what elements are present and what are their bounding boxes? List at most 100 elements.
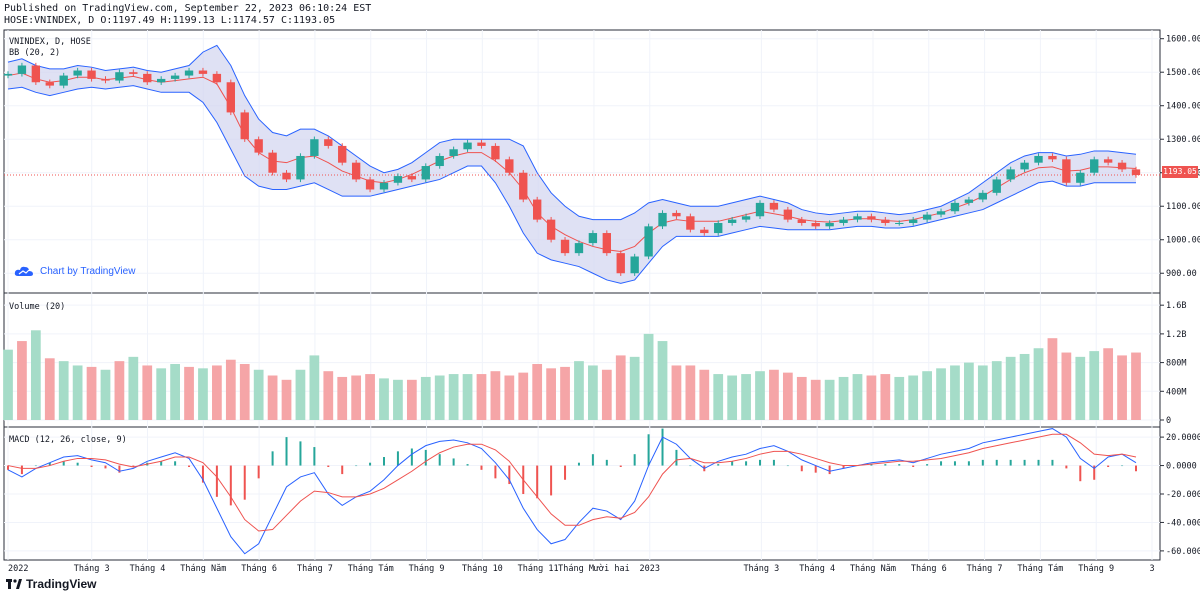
macd-histogram-bar (132, 465, 135, 467)
volume-bar (142, 365, 153, 420)
candle-body (811, 222, 820, 227)
macd-histogram-bar (940, 461, 943, 466)
volume-bar (30, 330, 41, 420)
candle-body (686, 216, 695, 230)
candle-body (226, 82, 235, 113)
volume-bar (198, 368, 208, 420)
macd-histogram-bar (1023, 459, 1026, 466)
macd-histogram-bar (1121, 465, 1124, 467)
macd-histogram-bar (884, 464, 887, 466)
candle-body (449, 149, 458, 156)
macd-histogram-bar (369, 462, 372, 466)
candle-body (324, 139, 333, 146)
price-tick-label: 1300.00 (1166, 135, 1200, 145)
candle-body (783, 209, 793, 220)
volume-bar (727, 375, 738, 420)
macd-line (7, 428, 1137, 555)
candle-body (3, 73, 13, 76)
macd-histogram-bar (1093, 465, 1096, 480)
volume-bar (309, 355, 320, 420)
macd-histogram-bar (480, 465, 483, 470)
x-tick-label: Tháng 3 (74, 564, 110, 574)
candle-body (895, 222, 904, 224)
volume-tick-label: 400M (1166, 387, 1186, 397)
volume-bar (866, 375, 877, 420)
signal-line (7, 433, 1137, 532)
x-tick-label: Tháng 4 (130, 564, 166, 574)
volume-bar (908, 375, 919, 420)
candle-body (853, 216, 862, 220)
candle-body (741, 216, 751, 220)
x-tick-label: Tháng 6 (241, 564, 277, 574)
watermark-text: Chart by TradingView (40, 265, 136, 277)
macd-histogram-bar (967, 461, 970, 466)
candle-body (588, 233, 598, 244)
volume-bar (365, 374, 375, 420)
chart-watermark[interactable]: Chart by TradingView (14, 264, 135, 278)
volume-bar (838, 376, 849, 420)
bb-lower-line (7, 85, 1136, 284)
volume-bar (100, 369, 111, 420)
volume-bar (671, 365, 682, 420)
candle-body (700, 229, 709, 234)
price-tick-label: 1500.00 (1166, 68, 1200, 78)
volume-bar (3, 349, 13, 420)
candle-body (59, 75, 68, 86)
macd-histogram-bar (424, 449, 427, 466)
volume-bar (1061, 352, 1072, 420)
x-tick-label: Tháng Tám (348, 564, 394, 574)
macd-histogram-bar (299, 441, 302, 466)
macd-histogram-bar (174, 461, 177, 466)
volume-tick-label: 1.2B (1166, 330, 1186, 340)
macd-histogram-bar (243, 465, 246, 500)
candle-body (922, 214, 932, 220)
candle-body (282, 172, 291, 180)
candlestick-series (3, 62, 1141, 276)
volume-bar (796, 376, 807, 420)
volume-bar (1103, 348, 1114, 420)
volume-bar (86, 366, 97, 420)
volume-bar (448, 374, 459, 420)
candle-body (157, 78, 166, 83)
candle-body (212, 73, 222, 83)
volume-bar (1019, 353, 1030, 420)
macd-histogram-bar (870, 464, 873, 466)
volume-bar (991, 361, 1002, 420)
x-tick-label: 2022 (8, 564, 28, 574)
volume-bar (713, 374, 724, 420)
candle-body (1034, 155, 1043, 163)
volume-bar (782, 372, 793, 420)
macd-histogram-bar (285, 437, 288, 466)
macd-histogram-bar (981, 459, 984, 466)
volume-bar (643, 333, 654, 420)
volume-bar (1075, 356, 1086, 420)
macd-histogram-bar (118, 465, 121, 473)
x-tick-label: Tháng 9 (409, 564, 445, 574)
candle-body (1103, 159, 1113, 163)
volume-tick-label: 0 (1166, 416, 1171, 426)
macd-histogram-bar (215, 465, 218, 497)
volume-bar (699, 369, 710, 420)
volume-bar (128, 356, 139, 420)
macd-histogram-bar (995, 459, 998, 466)
candle-body (477, 142, 486, 146)
tradingview-logo[interactable]: TradingView (6, 577, 96, 591)
last-price-tag: 1193.05 (1162, 166, 1198, 178)
volume-bar (156, 368, 167, 420)
macd-histogram-bar (1065, 465, 1068, 469)
candle-body (1131, 169, 1141, 176)
candle-body (254, 139, 263, 153)
candle-body (184, 70, 194, 76)
volume-bar (476, 374, 487, 420)
volume-bar (1089, 351, 1100, 420)
macd-histogram-bar (633, 454, 636, 466)
volume-bar (490, 371, 501, 420)
macd-histogram-bar (772, 459, 775, 466)
macd-histogram-bar (90, 465, 93, 467)
volume-bar (810, 379, 821, 420)
candle-body (505, 159, 514, 173)
volume-tick-label: 800M (1166, 359, 1186, 369)
candle-body (296, 155, 305, 180)
macd-histogram-bar (341, 465, 344, 475)
